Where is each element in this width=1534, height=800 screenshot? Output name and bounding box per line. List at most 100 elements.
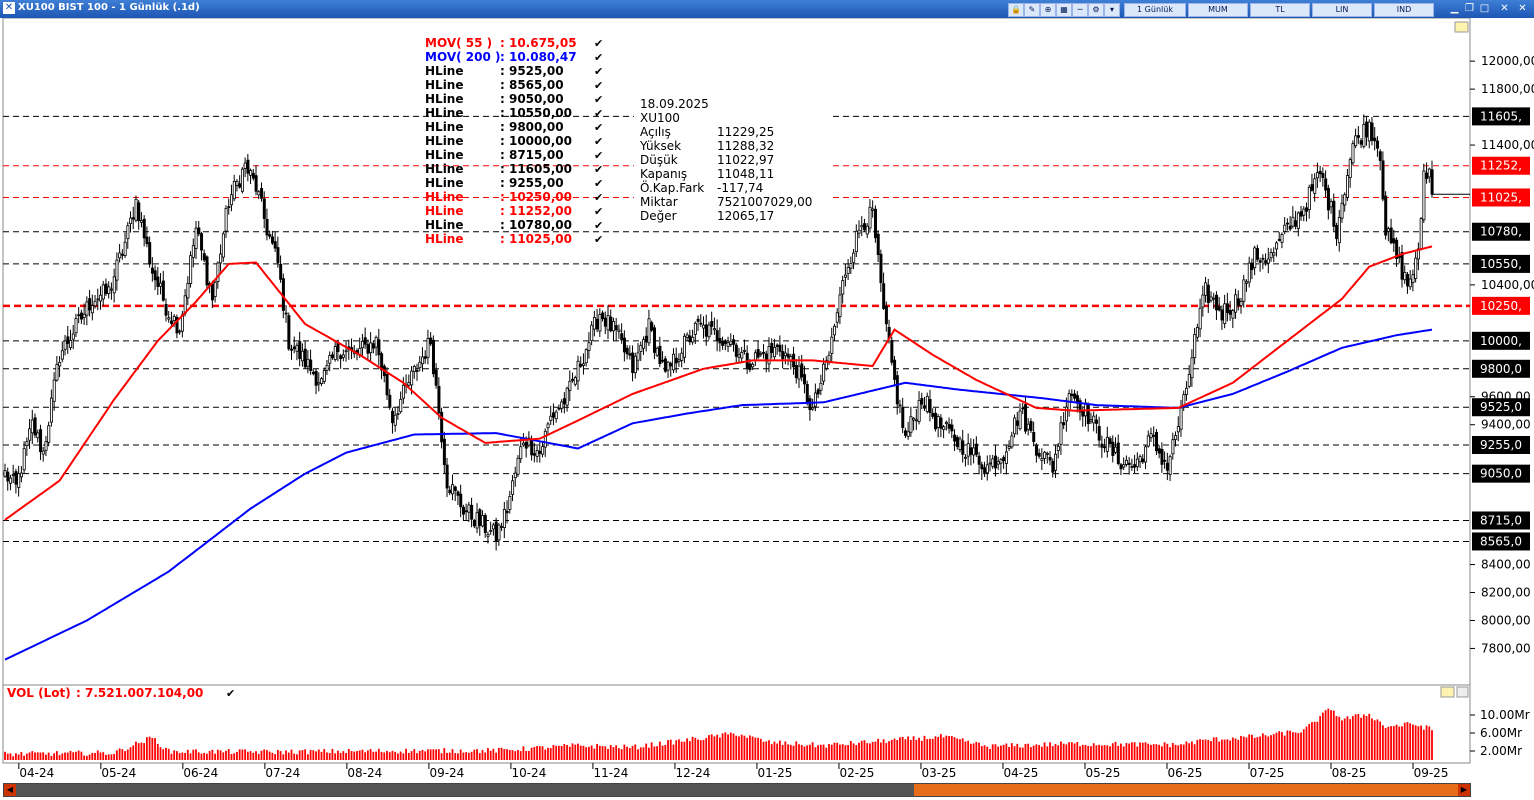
legend-check-icon[interactable]: ✔: [594, 233, 603, 246]
candle-body: [1253, 247, 1257, 268]
legend-check-icon[interactable]: ✔: [594, 79, 603, 92]
window-close-icon-2[interactable]: ✕: [1518, 3, 1527, 14]
candle-body: [639, 344, 643, 352]
volume-bar: [626, 746, 628, 760]
candle-body: [541, 446, 545, 455]
legend-check-icon[interactable]: ✔: [594, 51, 603, 64]
candle-body: [532, 453, 536, 456]
scroll-left-icon[interactable]: ◀: [4, 784, 16, 796]
candle-body: [557, 407, 561, 410]
legend-check-icon[interactable]: ✔: [594, 65, 603, 78]
main-panel-settings-icon[interactable]: [1454, 21, 1469, 33]
candle-body: [1236, 298, 1240, 306]
scale-button[interactable]: LIN: [1312, 3, 1372, 17]
candle-body: [17, 473, 21, 488]
x-label-2: 06-24: [183, 766, 218, 780]
candle-body: [1206, 284, 1210, 304]
scroll-right-icon[interactable]: ▶: [1458, 784, 1470, 796]
panel-settings-icon[interactable]: [1440, 686, 1455, 698]
candle-body: [901, 406, 905, 428]
volume-bar: [126, 749, 129, 760]
legend-check-icon[interactable]: ✔: [594, 163, 603, 176]
volume-bar: [869, 743, 871, 760]
legend-check-icon[interactable]: ✔: [594, 107, 603, 120]
candle-body: [524, 441, 528, 449]
currency-button[interactable]: TL: [1250, 3, 1310, 17]
candle-body: [988, 462, 992, 465]
legend-check-icon[interactable]: ✔: [594, 93, 603, 106]
period-button[interactable]: 1 Günlük: [1124, 3, 1186, 17]
volume-bar: [675, 740, 678, 760]
time-scrollbar[interactable]: ◀ ▶: [3, 783, 1471, 797]
volume-bar: [416, 753, 418, 760]
candle-body: [120, 253, 124, 256]
volume-bar: [421, 749, 424, 760]
window-close-icon[interactable]: ✕: [1500, 3, 1509, 14]
legend-check-icon[interactable]: ✔: [594, 149, 603, 162]
candle-body: [9, 477, 13, 484]
volume-bar: [241, 749, 244, 760]
volume-bar: [1381, 725, 1384, 760]
volume-bar: [1308, 723, 1311, 760]
volume-bar: [358, 750, 361, 760]
price-chart[interactable]: 12000,0011800,0011400,0010400,009600,009…: [0, 18, 1534, 783]
close-chart-icon[interactable]: ✕: [3, 2, 15, 14]
legend-check-icon[interactable]: ✔: [594, 219, 603, 232]
legend-check-icon[interactable]: ✔: [594, 191, 603, 204]
lock-icon[interactable]: 🔒: [1008, 3, 1024, 17]
scroll-thumb[interactable]: [16, 784, 914, 796]
info-value-2: 11022,97: [717, 153, 774, 167]
minimize-icon[interactable]: ▁: [1450, 3, 1459, 14]
candle-body: [1094, 419, 1098, 424]
volume-bar: [972, 743, 975, 760]
candle-body: [85, 301, 89, 316]
restore-icon[interactable]: ❐: [1465, 3, 1474, 14]
hline-icon[interactable]: ─: [1072, 3, 1088, 17]
volume-bar: [1106, 745, 1109, 760]
candle-body: [1198, 307, 1202, 330]
candle-body: [876, 233, 880, 255]
volume-bar: [1092, 743, 1095, 760]
legend-check-icon[interactable]: ✔: [594, 135, 603, 148]
chevron-down-icon[interactable]: ▾: [1104, 3, 1120, 17]
candle-body: [167, 317, 171, 320]
volume-bar: [478, 753, 481, 760]
candle-body: [1141, 458, 1145, 463]
tools-icon[interactable]: ⚙: [1088, 3, 1104, 17]
candle-body: [568, 380, 572, 391]
maximize-icon[interactable]: □: [1479, 3, 1490, 14]
volume-bar: [961, 738, 964, 760]
volume-bar: [899, 737, 901, 760]
legend-check-icon[interactable]: ✔: [594, 177, 603, 190]
volume-bar: [904, 739, 907, 760]
volume-bar: [206, 753, 208, 760]
candle-body: [838, 294, 842, 317]
zoom-icon[interactable]: ⊕: [1040, 3, 1056, 17]
indicator-button[interactable]: IND: [1374, 3, 1434, 17]
volume-bar: [866, 743, 869, 760]
candle-body: [418, 361, 422, 369]
legend-check-icon[interactable]: ✔: [594, 37, 603, 50]
volume-bar: [841, 744, 844, 760]
volume-bar: [20, 752, 23, 760]
volume-bar: [738, 736, 740, 760]
legend-check-icon[interactable]: ✔: [594, 205, 603, 218]
volume-bar: [203, 752, 206, 760]
panel-close-icon[interactable]: [1456, 686, 1469, 698]
grid-icon[interactable]: ▦: [1056, 3, 1072, 17]
volume-bar: [61, 753, 64, 760]
candle-body: [175, 317, 179, 334]
candle-body: [849, 263, 853, 269]
volume-bar: [874, 741, 877, 760]
legend-check-icon[interactable]: ✔: [594, 121, 603, 134]
volume-bar: [339, 752, 342, 760]
candle-type-button[interactable]: MUM: [1188, 3, 1248, 17]
candle-body: [841, 280, 845, 295]
candle-body: [936, 415, 940, 428]
draw-icon[interactable]: ✎: [1024, 3, 1040, 17]
volume-bar: [667, 740, 669, 760]
mov200-line: [4, 328, 1433, 661]
hline-label-box-11: [1472, 511, 1530, 530]
volume-bar: [661, 745, 664, 760]
volume-check-icon[interactable]: ✔: [226, 687, 235, 700]
